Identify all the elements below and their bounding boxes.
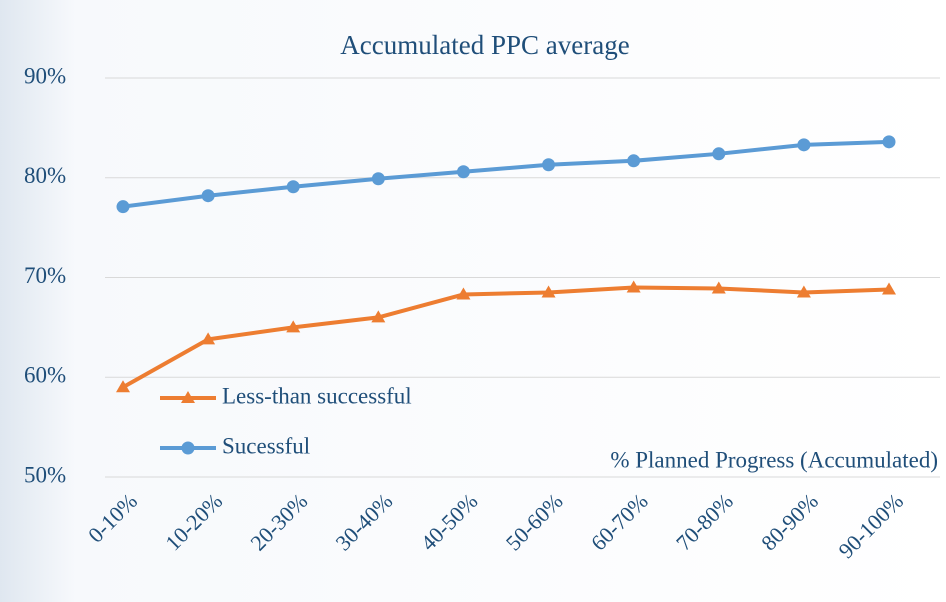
marker [201,189,215,203]
marker [627,154,641,168]
marker [181,441,195,455]
marker [181,391,195,403]
y-tick-label: 60% [24,363,66,388]
marker [286,180,300,194]
marker [882,135,896,149]
x-axis-label: % Planned Progress (Accumulated) [610,447,938,472]
marker [456,287,471,300]
legend-label: Less-than successful [222,383,412,408]
marker [116,200,130,214]
marker [371,172,385,186]
y-tick-label: 80% [24,163,66,188]
marker [882,282,896,295]
marker [796,285,811,298]
marker [542,158,556,172]
y-tick-label: 90% [24,63,66,88]
chart-title: Accumulated PPC average [340,30,629,60]
y-tick-label: 50% [24,462,66,487]
marker [456,165,470,179]
marker [626,280,641,293]
series-line [122,285,890,389]
marker [371,310,386,323]
marker [116,380,130,393]
legend-label: Sucessful [222,433,310,458]
series-line [122,139,890,209]
marker [711,281,726,294]
marker [286,320,301,333]
marker [201,332,216,345]
marker [712,147,726,161]
marker [541,285,556,298]
y-tick-label: 70% [24,263,66,288]
marker [797,138,811,152]
